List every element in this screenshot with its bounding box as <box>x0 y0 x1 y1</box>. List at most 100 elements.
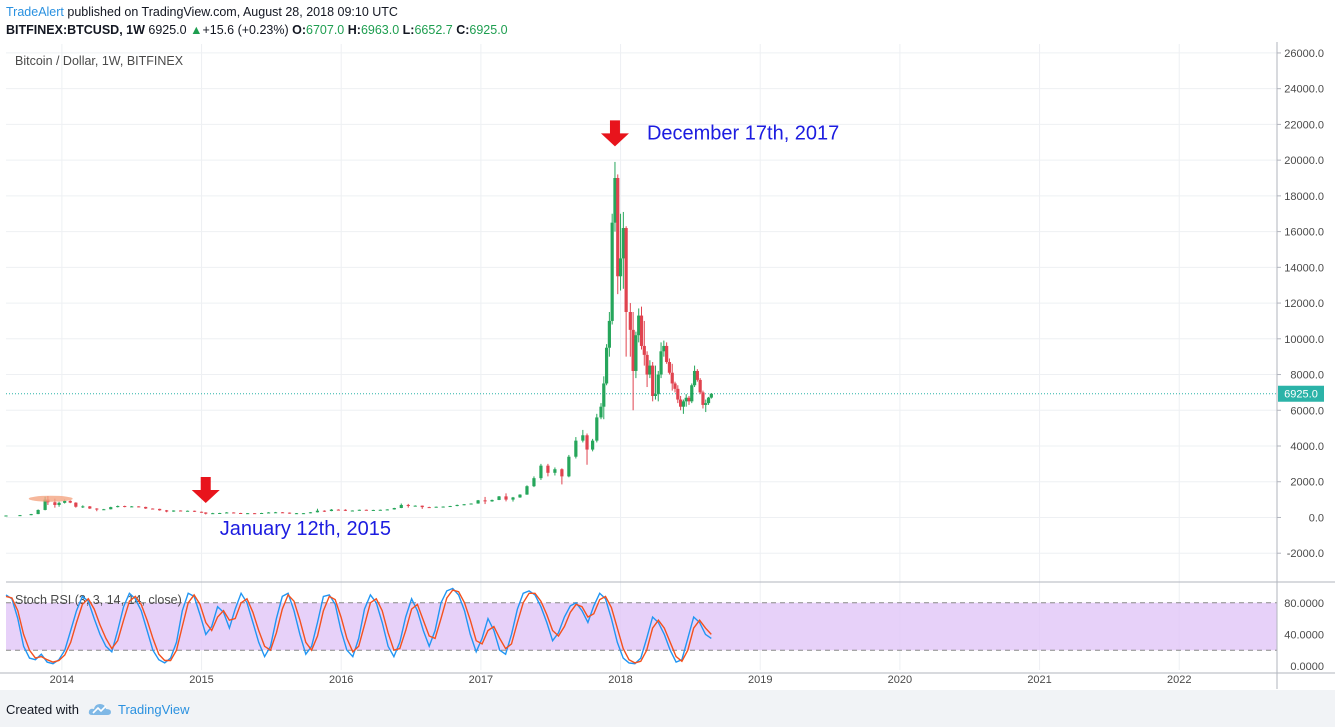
x-tick-label: 2020 <box>888 674 912 686</box>
candle-body <box>665 345 669 363</box>
rsi-pane-title: Stoch RSI (3, 3, 14, 14, close) <box>15 593 182 607</box>
candle-body <box>455 504 459 507</box>
candle-body <box>225 512 229 514</box>
candle-body <box>448 506 452 508</box>
high-value: 6963.0 <box>360 23 400 37</box>
candle-body <box>294 513 299 515</box>
candle-body <box>624 228 628 312</box>
candle-body <box>192 510 197 512</box>
candle-body <box>574 440 578 457</box>
candle-body <box>137 506 141 508</box>
price-change: +15.6 (+0.23%) <box>202 23 289 37</box>
close-label: C: <box>456 23 470 37</box>
candle-body <box>74 502 78 507</box>
candle-body <box>357 509 361 511</box>
candle-body <box>645 354 649 375</box>
candle-body <box>81 506 85 508</box>
y-tick-label: 10000.0 <box>1284 334 1324 346</box>
y-tick-label: 0.0 <box>1309 512 1324 524</box>
candle-body <box>687 397 691 402</box>
candle-body <box>684 397 688 402</box>
candle-body <box>670 372 674 384</box>
annotation-text: December 17th, 2017 <box>647 122 839 144</box>
candle-body <box>692 370 697 386</box>
candle-body <box>621 228 625 259</box>
low-label: L: <box>402 23 415 37</box>
candle-body <box>57 502 61 505</box>
rsi-y-tick-label: 0.0000 <box>1290 661 1324 673</box>
x-tick-label: 2017 <box>469 674 493 686</box>
candle-body <box>560 469 564 477</box>
candle-body <box>178 510 183 512</box>
candle-body <box>607 320 611 348</box>
published-text: published on TradingView.com, August 28,… <box>67 5 398 19</box>
candle-body <box>378 509 382 511</box>
candle-body <box>102 509 106 511</box>
chart-area[interactable]: -2000.0 0.0 2000.0 4000.0 6000.0 8000.0 10000.… <box>0 42 1335 690</box>
candle-body <box>706 397 711 404</box>
candle-body <box>651 365 655 396</box>
y-tick-label: 12000.0 <box>1284 298 1324 310</box>
annotation-text: January 12th, 2015 <box>220 518 391 540</box>
candle-body <box>29 514 33 516</box>
candle-body <box>53 502 57 505</box>
tradingview-link[interactable]: TradingView <box>118 702 190 717</box>
candle-body <box>204 512 208 514</box>
candle-body <box>199 511 204 513</box>
candle-body <box>656 374 660 395</box>
candle-body <box>673 383 677 389</box>
y-tick-label: 2000.0 <box>1290 477 1324 489</box>
candle-body <box>371 509 375 511</box>
chart-svg[interactable]: -2000.0 0.0 2000.0 4000.0 6000.0 8000.0 10000.… <box>0 42 1335 690</box>
candle-body <box>637 315 641 336</box>
candle-body <box>364 509 368 511</box>
candle-body <box>158 508 162 511</box>
candle-body <box>681 401 686 407</box>
candle-body <box>239 513 243 514</box>
candle-body <box>695 370 699 380</box>
candle-body <box>634 335 638 371</box>
candle-body <box>151 508 155 510</box>
candle-body <box>599 406 603 418</box>
y-tick-label: 14000.0 <box>1284 262 1324 274</box>
candle-body <box>653 394 658 396</box>
candle-body <box>469 503 473 505</box>
candle-body <box>662 345 666 352</box>
candle-body <box>604 347 609 384</box>
candle-body <box>4 515 8 517</box>
publisher-link[interactable]: TradeAlert <box>6 5 64 19</box>
tradingview-cloud-icon[interactable] <box>88 701 112 717</box>
candle-body <box>679 399 683 407</box>
rsi-y-tick-label: 80.0000 <box>1284 598 1324 610</box>
candle-body <box>610 222 614 321</box>
x-tick-label: 2021 <box>1027 674 1051 686</box>
rsi-y-tick-label: 40.0000 <box>1284 629 1324 641</box>
candle-body <box>273 512 278 514</box>
candle-body <box>642 345 646 355</box>
candle-body <box>329 509 334 512</box>
candle-body <box>144 506 148 509</box>
candle-body <box>648 365 652 375</box>
x-tick-label: 2014 <box>50 674 74 686</box>
candle-body <box>701 392 705 405</box>
candle-body <box>211 513 215 515</box>
last-price-tag <box>1278 385 1324 402</box>
candle-body <box>413 505 417 507</box>
y-tick-label: -2000.0 <box>1287 548 1324 560</box>
y-tick-label: 4000.0 <box>1290 441 1324 453</box>
candle-body <box>18 515 22 517</box>
candle-body <box>185 510 190 512</box>
candle-body <box>116 506 120 508</box>
annotation-arrow-down-icon <box>191 477 220 503</box>
x-tick-label: 2019 <box>748 674 772 686</box>
candle-body <box>165 510 169 512</box>
candle-body <box>266 512 271 514</box>
y-tick-label: 24000.0 <box>1284 84 1324 96</box>
candle-body <box>350 510 354 512</box>
stoch-rsi-d-line <box>5 589 712 664</box>
created-with-text: Created with <box>6 702 79 717</box>
candle-body <box>36 509 40 515</box>
candle-body <box>602 383 606 407</box>
candle-body <box>253 513 257 515</box>
candle-body <box>616 178 620 277</box>
